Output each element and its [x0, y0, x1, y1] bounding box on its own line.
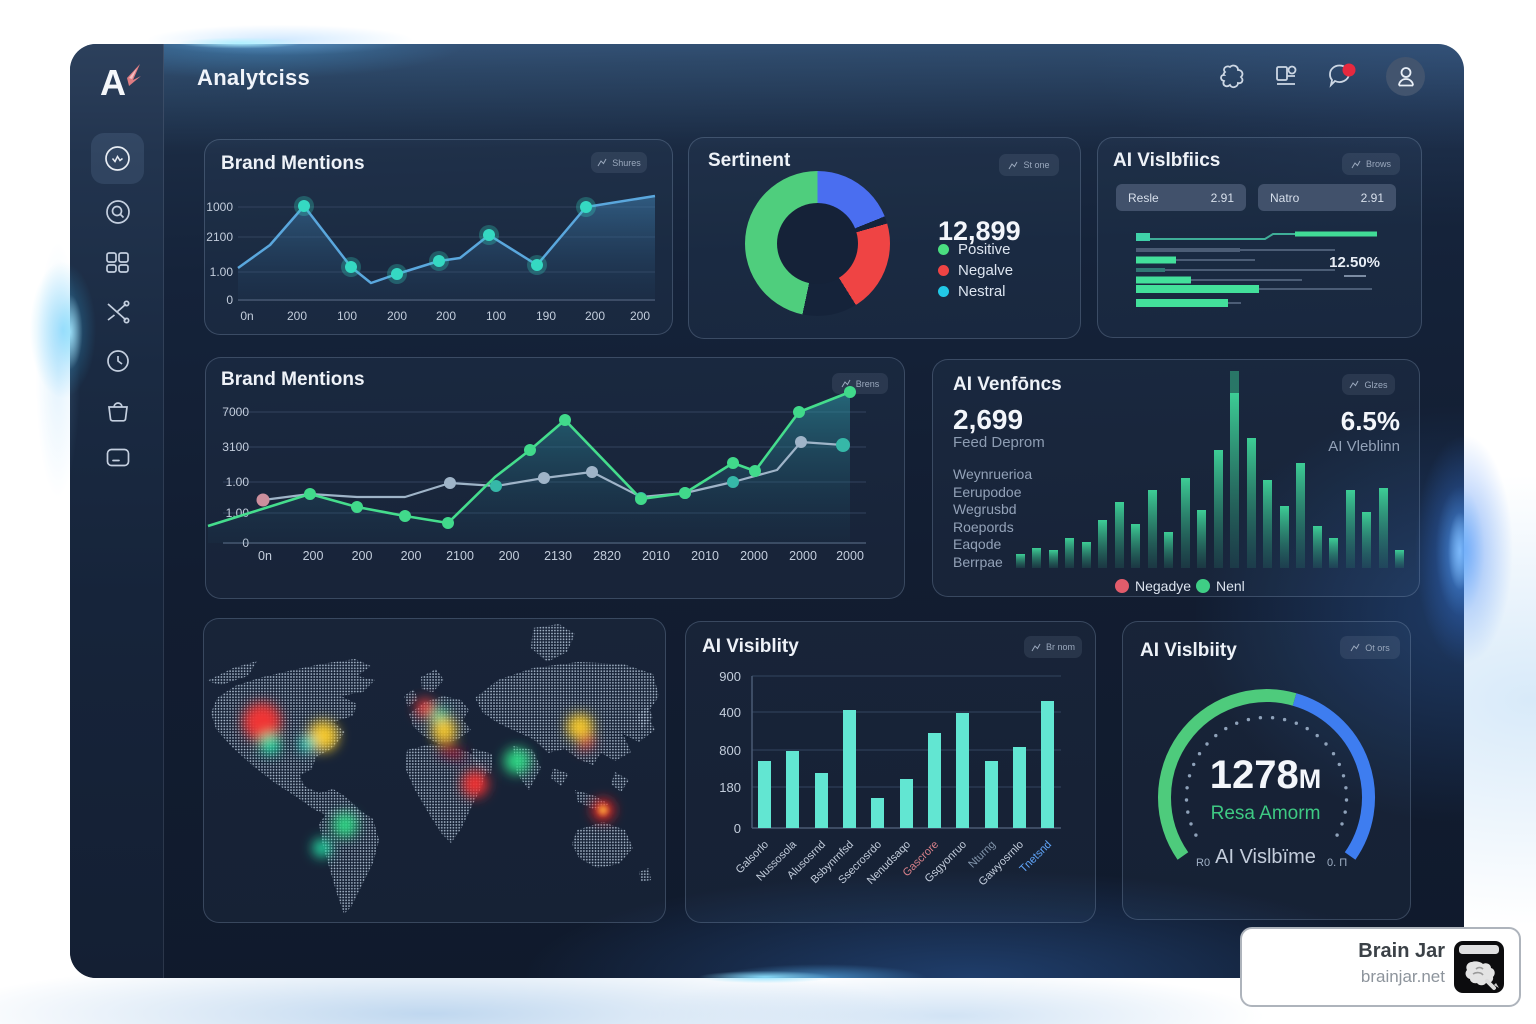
svg-text:2000: 2000	[789, 549, 817, 563]
svg-text:200: 200	[303, 549, 324, 563]
svg-text:Nenl: Nenl	[1216, 578, 1245, 594]
svg-text:0n: 0n	[240, 309, 253, 323]
svg-text:3100: 3100	[222, 440, 249, 454]
svg-text:0n: 0n	[258, 549, 272, 563]
svg-text:2010: 2010	[691, 549, 719, 563]
svg-text:1000: 1000	[206, 200, 233, 214]
svg-text:200: 200	[436, 309, 456, 323]
svg-text:1.00: 1.00	[210, 265, 234, 279]
svg-text:2000: 2000	[740, 549, 768, 563]
svg-text:200: 200	[630, 309, 650, 323]
svg-text:0: 0	[226, 293, 233, 307]
svg-text:2820: 2820	[593, 549, 621, 563]
svg-text:2130: 2130	[544, 549, 572, 563]
svg-text:100: 100	[486, 309, 506, 323]
svg-text:180: 180	[719, 780, 741, 795]
svg-text:200: 200	[401, 549, 422, 563]
svg-text:2010: 2010	[642, 549, 670, 563]
svg-text:2100: 2100	[206, 230, 233, 244]
svg-text:1.00: 1.00	[226, 475, 250, 489]
svg-text:200: 200	[499, 549, 520, 563]
svg-text:100: 100	[337, 309, 357, 323]
svg-text:800: 800	[719, 743, 741, 758]
svg-text:200: 200	[387, 309, 407, 323]
svg-text:200: 200	[352, 549, 373, 563]
svg-text:200: 200	[287, 309, 307, 323]
svg-text:2000: 2000	[836, 549, 864, 563]
svg-text:900: 900	[719, 669, 741, 684]
svg-text:400: 400	[719, 705, 741, 720]
svg-text:Negadye: Negadye	[1135, 578, 1191, 594]
svg-text:190: 190	[536, 309, 556, 323]
svg-text:12.50%: 12.50%	[1329, 254, 1380, 271]
svg-text:A: A	[100, 62, 126, 103]
svg-text:7000: 7000	[222, 405, 249, 419]
svg-text:2100: 2100	[446, 549, 474, 563]
svg-text:200: 200	[585, 309, 605, 323]
svg-text:0: 0	[734, 821, 741, 836]
